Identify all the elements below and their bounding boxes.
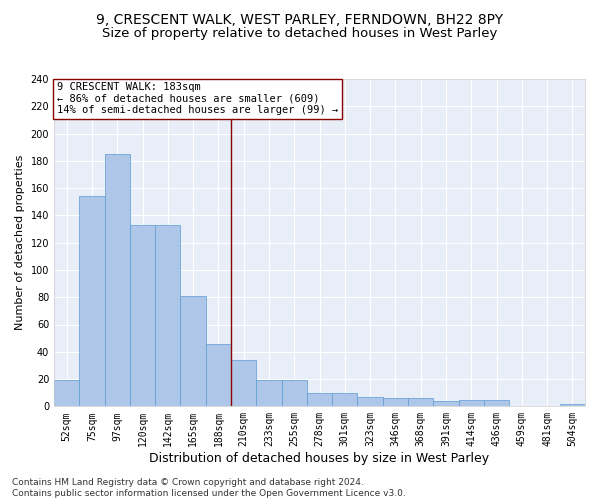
Bar <box>307 392 332 406</box>
Bar <box>206 344 231 406</box>
Bar <box>54 380 79 406</box>
Bar <box>79 196 104 406</box>
Bar <box>383 398 408 406</box>
Bar <box>130 225 155 406</box>
Bar <box>408 398 433 406</box>
Bar <box>332 392 358 406</box>
Bar <box>358 397 383 406</box>
Text: 9, CRESCENT WALK, WEST PARLEY, FERNDOWN, BH22 8PY: 9, CRESCENT WALK, WEST PARLEY, FERNDOWN,… <box>97 12 503 26</box>
Text: Contains HM Land Registry data © Crown copyright and database right 2024.
Contai: Contains HM Land Registry data © Crown c… <box>12 478 406 498</box>
Bar <box>458 400 484 406</box>
Text: 9 CRESCENT WALK: 183sqm
← 86% of detached houses are smaller (609)
14% of semi-d: 9 CRESCENT WALK: 183sqm ← 86% of detache… <box>56 82 338 116</box>
Bar <box>433 401 458 406</box>
X-axis label: Distribution of detached houses by size in West Parley: Distribution of detached houses by size … <box>149 452 490 465</box>
Y-axis label: Number of detached properties: Number of detached properties <box>15 155 25 330</box>
Bar <box>560 404 585 406</box>
Bar <box>181 296 206 406</box>
Bar <box>484 400 509 406</box>
Bar <box>281 380 307 406</box>
Text: Size of property relative to detached houses in West Parley: Size of property relative to detached ho… <box>103 28 497 40</box>
Bar <box>104 154 130 406</box>
Bar <box>256 380 281 406</box>
Bar <box>155 225 181 406</box>
Bar <box>231 360 256 406</box>
